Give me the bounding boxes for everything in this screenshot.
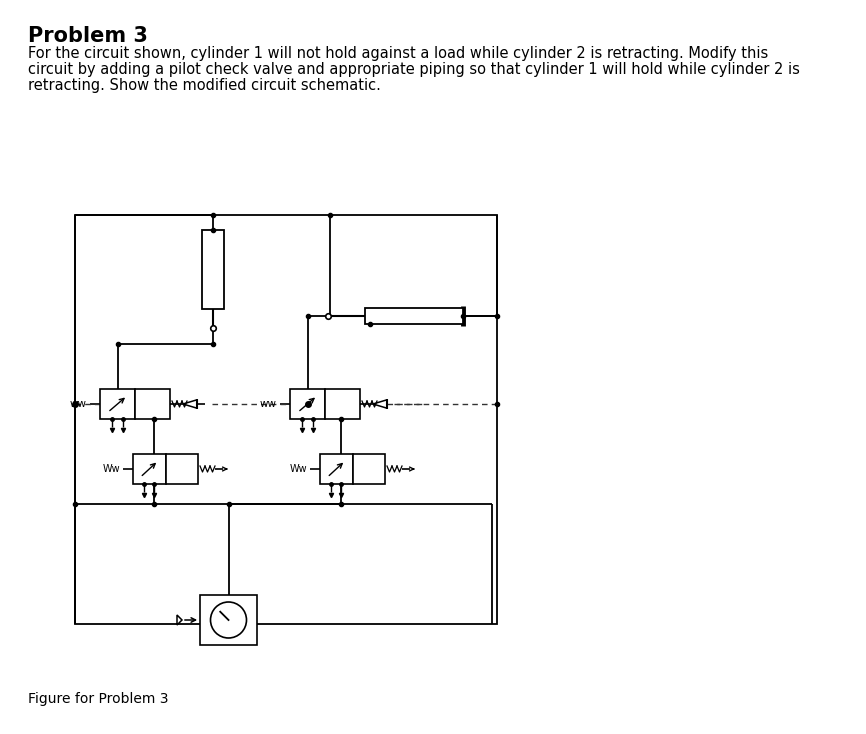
Bar [202,230,224,309]
Text: Figure for Problem 3: Figure for Problem 3 [28,692,169,706]
Bar [320,454,352,484]
Bar [352,454,385,484]
Text: circuit by adding a pilot check valve and appropriate piping so that cylinder 1 : circuit by adding a pilot check valve an… [28,62,800,77]
Bar [365,308,463,324]
Bar [325,389,360,419]
Bar [135,389,170,419]
Text: ww: ww [69,399,87,409]
Text: For the circuit shown, cylinder 1 will not hold against a load while cylinder 2 : For the circuit shown, cylinder 1 will n… [28,46,768,61]
Text: Problem 3: Problem 3 [28,26,148,46]
Bar [200,595,257,645]
Bar [75,215,497,624]
Bar [290,389,325,419]
Text: retracting. Show the modified circuit schematic.: retracting. Show the modified circuit sc… [28,78,381,93]
Bar [133,454,165,484]
Text: Ww: Ww [289,464,307,474]
Bar [100,389,135,419]
Text: ww: ww [260,399,276,409]
Text: Ww: Ww [102,464,120,474]
Bar [165,454,198,484]
